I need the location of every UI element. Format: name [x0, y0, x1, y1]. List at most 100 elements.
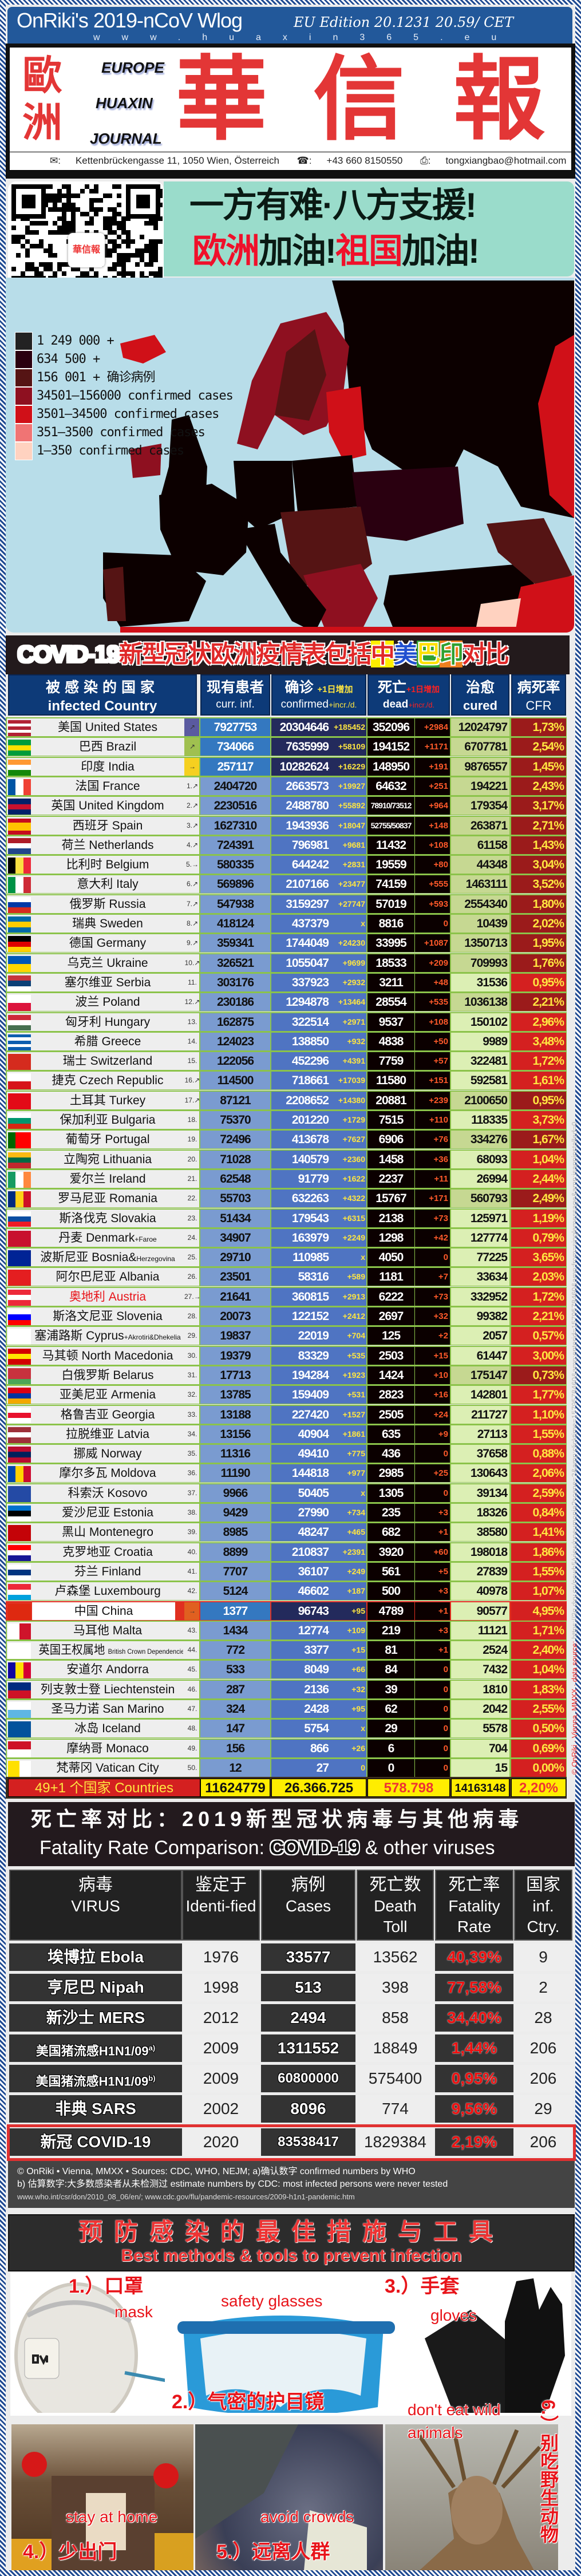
dead-value: 1298	[367, 1228, 414, 1247]
table-row: 奥地利 Austria 27.→ 21641 360815 +2913 6222 +73 33…	[6, 1286, 567, 1306]
country-name-box: 美国 United States	[32, 718, 183, 736]
country-name-cn: 美国	[58, 721, 82, 734]
country-name-en: Sweden	[99, 917, 143, 930]
current-infected: 19379	[200, 1346, 270, 1365]
country-name-box: 波斯尼亚 Bosnia&Herzegovina	[32, 1249, 183, 1266]
dead-increase: +1	[415, 1602, 450, 1620]
table-row: 西班牙 Spain 3.↗ 1627310 1943936 +18047 52755/50…	[6, 815, 567, 835]
confirmed-cell: 2488780 +55892	[271, 797, 366, 815]
masthead-inner: 歐 洲 EUROPE HUAXIN JOURNAL 華 信 報 ✉: Ketten…	[9, 47, 572, 171]
country-name-cn: 梵蒂冈	[56, 1761, 93, 1775]
country-cell: 塞尔维亚 Serbia 11.	[7, 973, 199, 991]
map-region-ireland	[130, 444, 161, 478]
flag-icon	[8, 1132, 31, 1149]
footnote-b: b) 估算数字:大多数感染者从未检测过 estimate numbers by …	[17, 2179, 448, 2189]
country-name-cn: 乌克兰	[67, 956, 104, 970]
country-name: 挪威 Norway	[73, 1445, 141, 1463]
cfr-value: 1,07%	[511, 1582, 566, 1601]
cured-value: 1463111	[451, 875, 509, 894]
cured-value: 1036138	[451, 993, 509, 1012]
rank-indicator: 17.↗	[184, 1091, 199, 1109]
comparison-header-cn: 死亡率	[448, 1875, 500, 1895]
country-cell: 斯洛文尼亚 Slovenia 28.	[7, 1307, 199, 1325]
total-confirmed: 26.366.725	[271, 1779, 366, 1797]
cured-value: 118335	[451, 1111, 509, 1129]
country-name-cn: 斯洛文尼亚	[53, 1310, 113, 1323]
country-name: 土耳其 Turkey	[70, 1092, 145, 1109]
dead-value: 1305	[367, 1484, 414, 1502]
rank-indicator: 41.	[184, 1562, 199, 1581]
cfr-value: 2,44%	[511, 1170, 566, 1188]
table-row: 格鲁吉亚 Georgia 33. 13188 227420 +1527 2505 +24 21…	[6, 1404, 567, 1424]
comparison-header-en: inf. Ctry.	[527, 1897, 560, 1935]
confirmed-increase: +16229	[338, 761, 365, 771]
cfr-value: 1,95%	[511, 934, 566, 953]
cfr-value: 0,95%	[511, 1091, 566, 1109]
country-name-cn: 亚美尼亚	[59, 1388, 108, 1402]
mask-label-en: mask	[114, 2303, 153, 2321]
cfr-value: 2,43%	[511, 777, 566, 795]
current-infected: 547938	[200, 895, 270, 913]
table-row: 荷兰 Netherlands 4.↗ 724391 796981 +9681 11432 +…	[6, 835, 567, 855]
comparison-title-en-covid: COVID-19	[270, 1837, 360, 1859]
dead-increase: 0	[415, 1680, 450, 1698]
comparison-header-cell: 死亡率 Fatality Rate	[435, 1870, 513, 1941]
footnote-urls[interactable]: www.who.int/csr/don/2010_08_06/en/; www.…	[17, 2192, 355, 2201]
cured-value: 5578	[451, 1720, 509, 1738]
confirmed-increase: +32	[351, 1684, 365, 1694]
confirmed-value: 201220	[291, 1113, 329, 1127]
rank-indicator: 4.↗	[184, 836, 199, 854]
rank-indicator: 25.	[184, 1249, 199, 1267]
flag-icon	[8, 799, 31, 815]
confirmed-increase: +187	[347, 1586, 365, 1596]
confirmed-increase: +1923	[342, 1370, 365, 1380]
country-name-box: 瑞士 Switzerland	[32, 1052, 183, 1070]
country-name-box: 葡萄牙 Portugal	[32, 1131, 183, 1148]
confirmed-value: 644242	[291, 858, 329, 872]
confirmed-increase: +15	[351, 1645, 365, 1655]
table-row: 挪威 Norway 35. 11316 49410 +775 436 0 37658 0,88%	[6, 1444, 567, 1464]
country-name: 美国 United States	[58, 718, 157, 736]
slogan-europe: 欧洲	[192, 232, 260, 270]
country-name: 捷克 Czech Republic	[52, 1072, 164, 1089]
country-name-box: 波兰 Poland	[32, 993, 183, 1011]
map-region-russia-east-red	[538, 335, 574, 518]
rank-indicator: 22.	[184, 1190, 199, 1208]
masthead-region-char-2: 洲	[22, 98, 62, 146]
confirmed-cell: 360815 +2913	[271, 1287, 366, 1306]
flag-icon	[8, 1485, 31, 1502]
fax-icon: ⎙:	[420, 155, 431, 166]
table-row: 克罗地亚 Croatia 40. 8899 210837 +2391 3920 +60 198…	[6, 1542, 567, 1562]
flag-icon	[8, 779, 31, 795]
country-cell: 卢森堡 Luxembourg 42.	[7, 1582, 199, 1601]
cured-value: 9876557	[451, 757, 509, 776]
country-name-cn: 塞浦路斯	[34, 1329, 83, 1343]
confirmed-value: 36107	[298, 1564, 329, 1578]
comparison-title-en-pre: Fatality Rate Comparison:	[39, 1837, 270, 1859]
confirmed-increase: +2831	[342, 860, 365, 870]
table-row: 土耳其 Turkey 17.↗ 87121 2208652 +14380 20881 +23…	[6, 1090, 567, 1110]
avoid-crowds-label-cn: 5.）远离人群	[216, 2541, 330, 2563]
country-name-en: Greece	[101, 1034, 141, 1048]
country-name-en: Albania	[119, 1270, 160, 1284]
country-name-suffix: British Crown Dependencies	[108, 1647, 183, 1656]
table-row: 芬兰 Finland 41. 7707 36107 +249 561 +5 27839 1,55…	[6, 1561, 567, 1581]
legend-label: 156 001 + 确诊病例	[37, 370, 155, 385]
table-title-segment: 印	[439, 641, 464, 667]
confirmed-increase: +14380	[338, 1095, 365, 1105]
flag-icon	[8, 1034, 31, 1050]
header-cured-cn: 治愈	[465, 679, 495, 696]
confirmed-cell: 718661 +17039	[271, 1072, 366, 1090]
country-name-box: 斯洛文尼亚 Slovenia	[32, 1307, 183, 1325]
rank-indicator: 46.	[184, 1680, 199, 1698]
website-link[interactable]: www.huaxin365.eu	[93, 33, 519, 42]
dead-increase: 0	[415, 915, 450, 933]
phone-text[interactable]: +43 660 8150550	[326, 155, 403, 166]
country-name-en: Portugal	[105, 1133, 150, 1147]
country-name-box: 西班牙 Spain	[32, 817, 183, 835]
map-region-north-africa	[120, 627, 574, 633]
country-name-cn: 挪威	[73, 1447, 98, 1461]
country-name-cn: 奥地利	[69, 1290, 105, 1303]
masthead-region-char-1: 歐	[22, 52, 62, 99]
email-link[interactable]: tongxiangbao@hotmail.com	[445, 155, 567, 166]
